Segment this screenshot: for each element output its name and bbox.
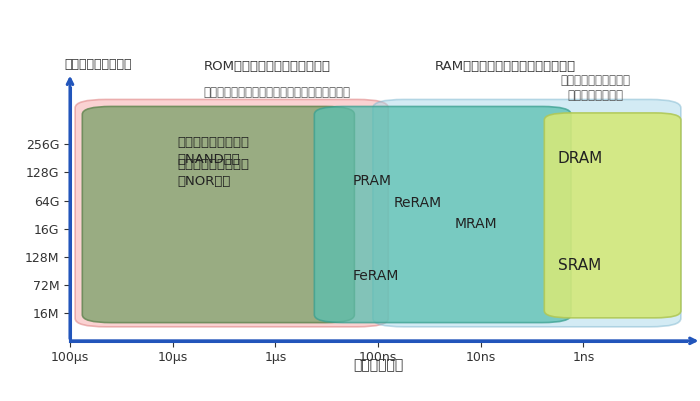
Text: 不挨発性（電気を切ってもデータが消えない）: 不挨発性（電気を切ってもデータが消えない） <box>204 86 351 99</box>
FancyBboxPatch shape <box>314 107 571 322</box>
Text: アクセス速度: アクセス速度 <box>353 358 403 372</box>
Text: ReRAM: ReRAM <box>393 196 442 210</box>
FancyBboxPatch shape <box>545 113 681 318</box>
Text: 記憑容量（ビット）: 記憑容量（ビット） <box>65 58 132 71</box>
Text: ROM（読み出し専用メモリー）: ROM（読み出し専用メモリー） <box>204 60 330 73</box>
Text: MRAM: MRAM <box>455 217 498 231</box>
FancyBboxPatch shape <box>83 107 354 322</box>
Text: PRAM: PRAM <box>352 174 391 188</box>
Text: フラッシュメモリー
（NAND型）: フラッシュメモリー （NAND型） <box>178 136 250 166</box>
FancyBboxPatch shape <box>373 99 681 327</box>
Text: DRAM: DRAM <box>558 151 603 166</box>
FancyBboxPatch shape <box>75 99 388 327</box>
Text: フラッシュメモリー
（NOR型）: フラッシュメモリー （NOR型） <box>178 158 250 188</box>
Text: SRAM: SRAM <box>558 257 601 273</box>
Text: FeRAM: FeRAM <box>352 269 399 283</box>
Text: 揮発性（電気を切ると
データが消える）: 揮発性（電気を切ると データが消える） <box>561 74 631 102</box>
Text: RAM（書き込み読み出しメモリー）: RAM（書き込み読み出しメモリー） <box>435 60 575 73</box>
